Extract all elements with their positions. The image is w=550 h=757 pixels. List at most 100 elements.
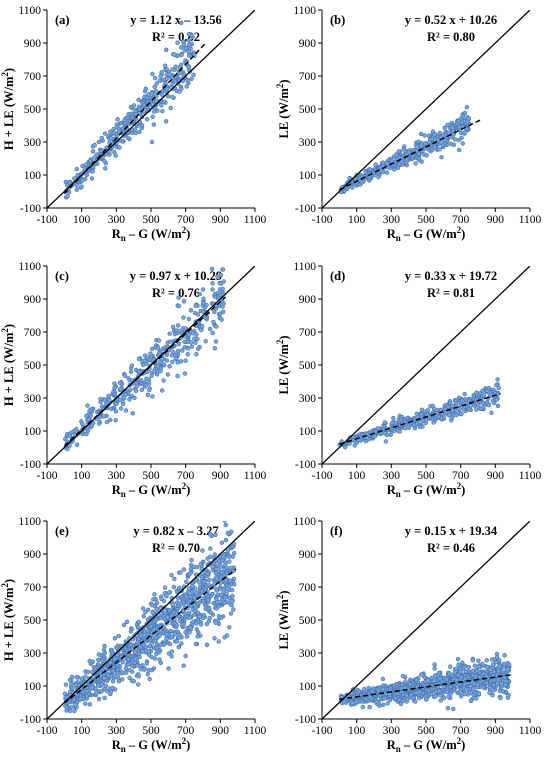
data-point xyxy=(231,607,236,612)
y-tick-label: 300 xyxy=(24,648,42,660)
data-point xyxy=(204,302,209,308)
data-point xyxy=(100,658,105,663)
data-point xyxy=(226,584,232,589)
data-point xyxy=(222,567,227,572)
data-point xyxy=(123,670,129,675)
data-point xyxy=(167,364,172,369)
data-point xyxy=(149,139,155,145)
data-point xyxy=(130,411,136,416)
data-point xyxy=(96,139,102,145)
data-point xyxy=(223,537,229,543)
data-point xyxy=(156,338,162,343)
data-point xyxy=(168,628,173,634)
data-point xyxy=(443,410,448,415)
data-point xyxy=(192,594,197,600)
data-point xyxy=(154,600,160,605)
data-point xyxy=(202,579,207,584)
data-point xyxy=(105,672,111,678)
data-point xyxy=(142,358,148,363)
y-tick-label: 500 xyxy=(299,615,317,627)
r-squared: R² = 0.46 xyxy=(427,541,475,555)
data-point xyxy=(477,674,483,680)
data-point xyxy=(497,663,502,669)
data-point xyxy=(126,657,131,662)
data-point xyxy=(188,625,193,630)
data-point xyxy=(145,671,151,677)
data-point xyxy=(485,664,490,670)
data-point xyxy=(188,594,193,599)
data-point xyxy=(228,578,233,583)
data-point xyxy=(72,708,77,714)
data-point xyxy=(112,150,117,155)
data-point xyxy=(195,312,201,317)
data-point xyxy=(484,658,489,663)
data-point xyxy=(364,697,369,702)
data-point xyxy=(158,660,164,665)
data-point xyxy=(136,674,142,679)
data-point xyxy=(219,317,224,322)
data-point xyxy=(495,677,501,682)
data-point xyxy=(194,352,199,357)
data-point xyxy=(360,704,365,710)
regression-line xyxy=(63,41,208,195)
data-point xyxy=(212,291,218,297)
data-point xyxy=(498,695,503,701)
y-tick-label: 100 xyxy=(299,170,317,182)
scatter-points xyxy=(338,651,512,712)
y-tick-label: -100 xyxy=(295,459,316,471)
data-point xyxy=(429,136,434,142)
data-point xyxy=(112,656,118,662)
data-point xyxy=(72,176,77,181)
data-point xyxy=(193,605,199,610)
data-point xyxy=(454,412,459,418)
data-point xyxy=(170,359,175,365)
regression-equation: y = 0.52 x + 10.26 xyxy=(405,13,497,27)
x-tick-label: 700 xyxy=(177,470,195,482)
data-point xyxy=(377,693,382,699)
data-point xyxy=(213,571,219,576)
data-point xyxy=(221,309,226,314)
data-point xyxy=(165,76,170,81)
data-point xyxy=(133,656,138,662)
y-axis-label: LE (W/m2) xyxy=(275,79,291,138)
x-tick-label: 100 xyxy=(73,214,91,226)
data-point xyxy=(396,149,401,154)
data-point xyxy=(484,680,489,686)
data-point xyxy=(167,331,172,336)
data-point xyxy=(67,433,73,439)
data-point xyxy=(460,114,466,119)
data-point xyxy=(141,110,147,115)
data-point xyxy=(176,295,181,300)
data-point xyxy=(141,613,146,619)
data-point xyxy=(108,129,113,134)
data-point xyxy=(448,664,453,669)
data-point xyxy=(67,180,72,185)
data-point xyxy=(456,662,461,667)
y-axis-label: H + LE (W/m2) xyxy=(0,579,16,661)
data-point xyxy=(445,122,450,128)
data-point xyxy=(177,618,182,623)
data-point xyxy=(183,653,188,659)
data-point xyxy=(506,662,512,667)
data-point xyxy=(213,339,219,344)
x-tick-label: 900 xyxy=(212,725,230,737)
data-point xyxy=(175,595,181,600)
data-point xyxy=(221,554,226,559)
data-point xyxy=(135,663,140,668)
data-point xyxy=(145,355,150,360)
data-point xyxy=(142,667,147,672)
data-point xyxy=(127,397,132,402)
data-point xyxy=(80,421,85,426)
data-point xyxy=(164,632,169,637)
data-point xyxy=(178,570,183,575)
data-point xyxy=(445,404,451,409)
data-point xyxy=(407,682,413,687)
panel-b: -100-100 100 100 300 300 500 500 700 700 900 900 11… xyxy=(275,5,542,243)
data-point xyxy=(506,692,511,698)
data-point xyxy=(350,690,355,696)
y-tick-label: -100 xyxy=(20,203,41,215)
data-point xyxy=(424,696,429,702)
y-axis-label: LE (W/m2) xyxy=(275,590,291,649)
regression-line xyxy=(63,568,237,704)
data-point xyxy=(218,272,224,278)
